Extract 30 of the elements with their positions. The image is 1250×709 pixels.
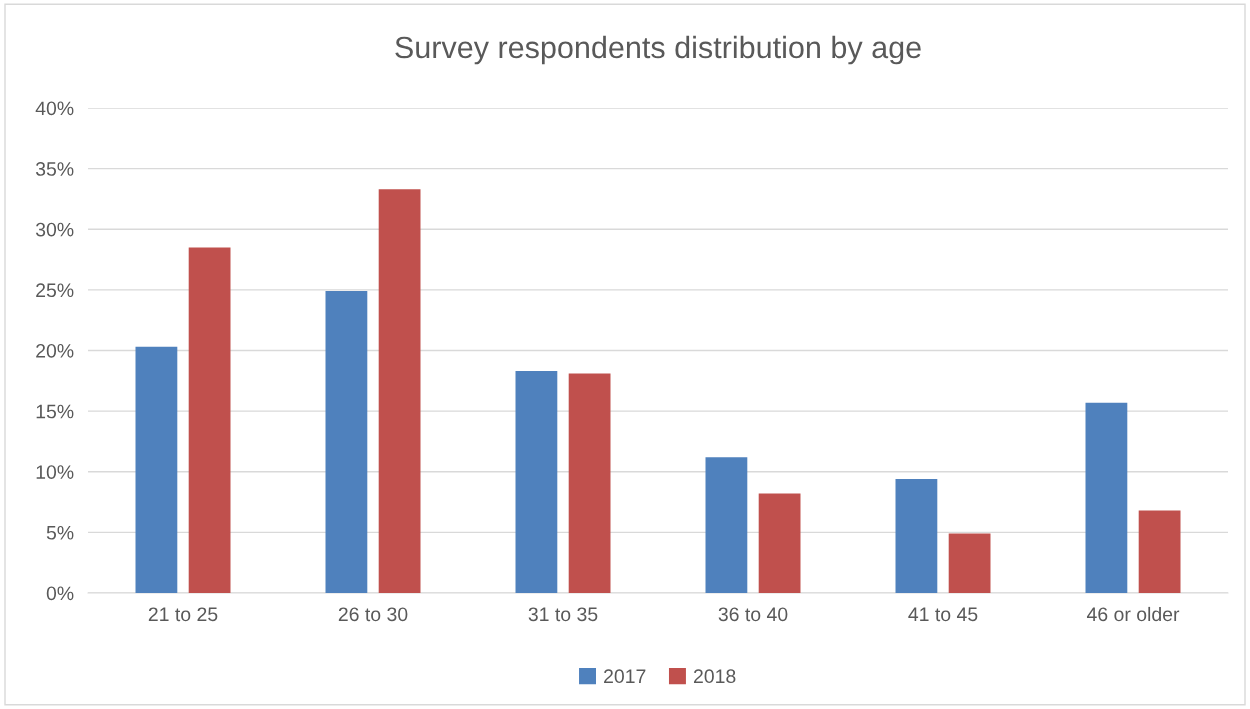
x-tick-label: 41 to 45 <box>908 607 978 622</box>
bar <box>705 457 748 593</box>
bar <box>1085 402 1128 593</box>
y-tick-label: 10% <box>36 465 74 479</box>
y-tick-label: 5% <box>46 525 74 540</box>
y-tick-label: 30% <box>35 222 74 237</box>
legend-label: 2017 <box>604 669 646 684</box>
bar <box>895 479 938 593</box>
x-tick-label: 46 or older <box>1086 606 1180 622</box>
y-tick-label: 35% <box>35 162 74 176</box>
bar <box>1138 510 1181 593</box>
bar <box>378 189 421 593</box>
y-tick-label: 40% <box>35 101 74 116</box>
bar <box>325 291 368 593</box>
y-tick-label: 0% <box>46 586 74 601</box>
bar <box>188 247 231 593</box>
bar <box>758 493 801 593</box>
bar <box>515 371 558 593</box>
x-tick-label: 21 to 25 <box>148 607 218 622</box>
bar <box>568 373 611 593</box>
x-tick-label: 36 to 40 <box>718 607 788 622</box>
legend-label: 2018 <box>693 669 736 684</box>
chart-title: Survey respondents distribution by age <box>395 35 921 65</box>
y-tick-label: 25% <box>36 283 74 298</box>
y-tick-label: 20% <box>36 343 74 358</box>
x-tick-label: 26 to 30 <box>338 607 408 622</box>
bar <box>948 533 991 593</box>
y-tick-label: 15% <box>36 404 74 419</box>
bar <box>135 346 178 593</box>
x-tick-label: 31 to 35 <box>528 607 598 622</box>
